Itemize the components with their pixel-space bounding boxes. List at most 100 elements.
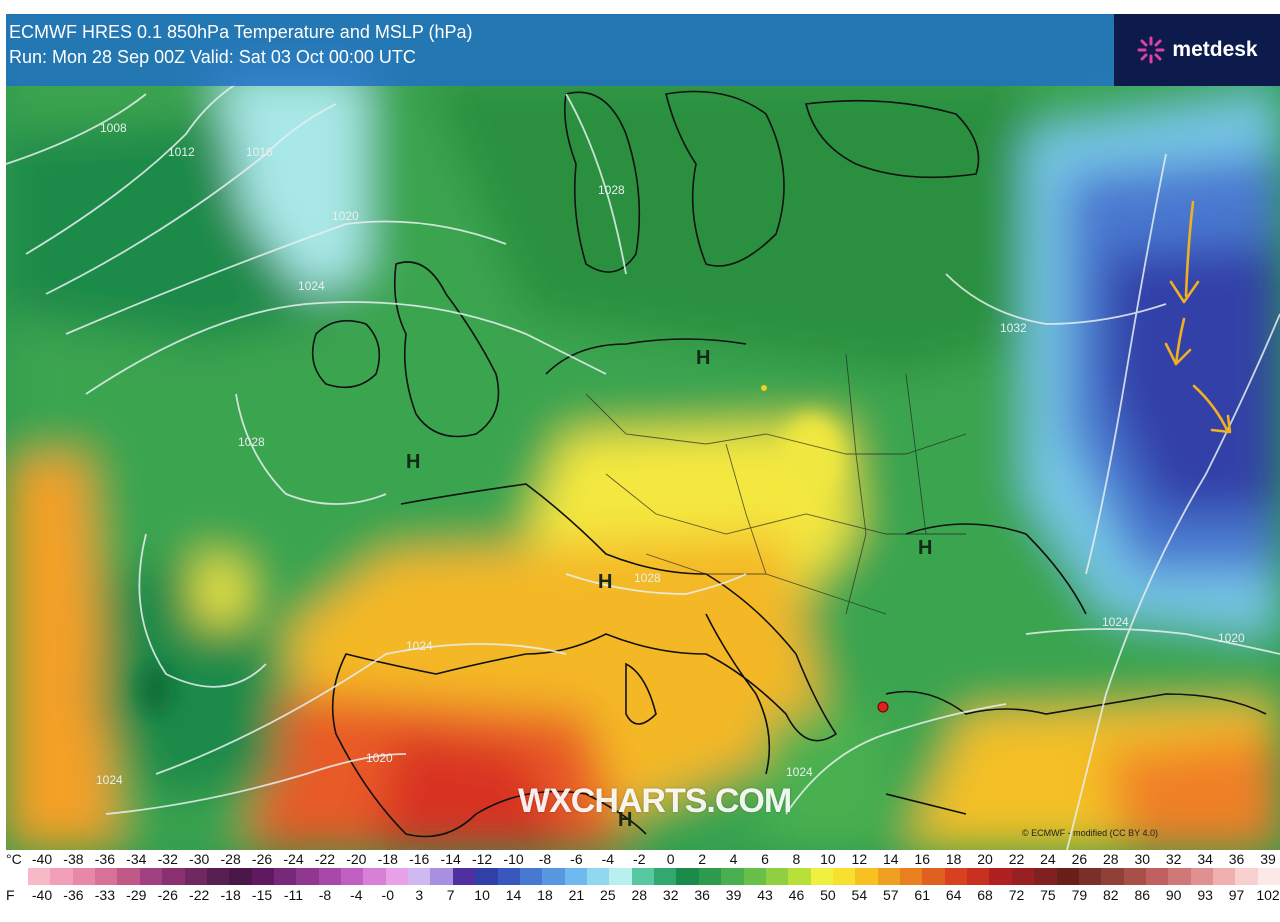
fahrenheit-tick: 57 xyxy=(882,887,899,903)
isobar-label: 1020 xyxy=(1218,631,1245,645)
celsius-tick: -16 xyxy=(409,851,430,867)
burst-logo-icon xyxy=(1137,36,1165,64)
fahrenheit-tick: 10 xyxy=(474,887,490,903)
fahrenheit-tick: 72 xyxy=(1008,887,1025,903)
high-pressure-label: H xyxy=(918,537,932,559)
isobar-label: 1008 xyxy=(100,121,127,135)
fahrenheit-tick: 54 xyxy=(851,887,868,903)
color-swatch xyxy=(810,868,833,885)
isobar-label: 1012 xyxy=(168,145,195,159)
color-swatch xyxy=(1213,868,1236,885)
celsius-tick: -24 xyxy=(283,851,304,867)
fahrenheit-tick: 86 xyxy=(1134,887,1151,903)
fahrenheit-tick: -26 xyxy=(157,887,178,903)
color-swatch xyxy=(296,868,319,885)
map-title: ECMWF HRES 0.1 850hPa Temperature and MS… xyxy=(9,22,473,42)
brand-name: metdesk xyxy=(1172,38,1258,61)
fahrenheit-tick: 50 xyxy=(820,887,836,903)
fahrenheit-tick: 102 xyxy=(1256,887,1280,903)
fahrenheit-tick: 32 xyxy=(662,887,679,903)
temperature-legend: °C -40 -38 -36 -34 -32 -30 -28 -26 -24 -22 -20 -18-… xyxy=(6,850,1280,918)
color-swatch xyxy=(452,868,476,885)
fahrenheit-tick: -18 xyxy=(220,887,241,903)
color-swatch xyxy=(944,868,968,885)
color-swatch xyxy=(676,868,699,885)
isobar-label: 1024 xyxy=(406,639,433,653)
celsius-tick: 14 xyxy=(882,851,899,867)
weather-map: 1008 1012 1016 1020 1024 1028 1028 1028 … xyxy=(6,14,1280,850)
warm-core-spots xyxy=(138,414,842,715)
fahrenheit-tick: -4 xyxy=(350,887,363,903)
celsius-tick: -28 xyxy=(220,851,241,867)
color-swatch xyxy=(519,868,543,885)
celsius-tick: -14 xyxy=(440,851,461,867)
color-swatch xyxy=(497,868,520,885)
color-swatch xyxy=(1235,868,1258,885)
celsius-tick: -26 xyxy=(251,851,273,867)
fahrenheit-unit-label: F xyxy=(6,887,15,903)
high-pressure-label: H xyxy=(406,451,420,473)
copyright-notice: © ECMWF - modified (CC BY 4.0) xyxy=(1022,828,1158,838)
brand-logo: metdesk xyxy=(1114,14,1280,86)
celsius-tick: -36 xyxy=(94,851,115,867)
color-swatch xyxy=(408,868,431,885)
annotation-arrow-head xyxy=(1210,414,1232,434)
fahrenheit-tick: -22 xyxy=(189,887,210,903)
celsius-tick: 16 xyxy=(914,851,930,867)
celsius-unit-label: °C xyxy=(6,851,22,867)
fahrenheit-tick: 82 xyxy=(1103,887,1119,903)
color-swatch xyxy=(721,868,744,885)
fahrenheit-tick: -11 xyxy=(283,887,304,903)
celsius-tick: 32 xyxy=(1165,851,1182,867)
color-swatch xyxy=(229,868,252,885)
isobar-label: 1028 xyxy=(238,435,265,449)
celsius-tick: -40 xyxy=(31,851,53,867)
color-swatch xyxy=(542,868,565,885)
fahrenheit-tick: 64 xyxy=(945,887,962,903)
color-swatch xyxy=(28,868,51,885)
celsius-tick: 6 xyxy=(761,851,769,867)
isobar-label: 1016 xyxy=(246,145,273,159)
isobar-label: 1028 xyxy=(598,183,625,197)
fahrenheit-tick: 90 xyxy=(1165,887,1182,903)
color-swatch xyxy=(1101,868,1124,885)
isobar-label: 1024 xyxy=(1102,615,1129,629)
temperature-shading xyxy=(6,14,1280,850)
isobar-label: 1024 xyxy=(96,773,123,787)
color-swatch xyxy=(967,868,990,885)
fahrenheit-tick: 79 xyxy=(1071,887,1088,903)
color-swatch xyxy=(1257,868,1280,885)
isobar-label: 1024 xyxy=(298,279,325,293)
fahrenheit-tick: 39 xyxy=(725,887,742,903)
isobar-label: 1020 xyxy=(332,209,359,223)
fahrenheit-tick: 28 xyxy=(631,887,648,903)
celsius-tick: 0 xyxy=(666,851,675,867)
fahrenheit-tick: 93 xyxy=(1197,887,1213,903)
celsius-tick: 39 xyxy=(1260,851,1276,867)
fahrenheit-tick: -0 xyxy=(381,887,395,903)
color-swatch xyxy=(50,868,73,885)
fahrenheit-tick: 7 xyxy=(446,887,455,903)
color-swatch xyxy=(318,868,342,885)
fahrenheit-tick: 25 xyxy=(600,887,616,903)
celsius-tick: -22 xyxy=(314,851,336,867)
fahrenheit-tick: 97 xyxy=(1228,887,1245,903)
celsius-tick: 18 xyxy=(945,851,962,867)
fahrenheit-tick: -36 xyxy=(63,887,84,903)
fahrenheit-tick: 75 xyxy=(1040,887,1056,903)
fahrenheit-tick: 36 xyxy=(694,887,710,903)
high-pressure-label: H xyxy=(598,571,612,593)
celsius-tick: 34 xyxy=(1197,851,1213,867)
fahrenheit-tick: -29 xyxy=(126,887,147,903)
color-swatch xyxy=(631,868,655,885)
color-swatch xyxy=(1123,868,1146,885)
color-swatch xyxy=(654,868,677,885)
celsius-tick: -20 xyxy=(346,851,367,867)
color-swatch xyxy=(1078,868,1102,885)
celsius-tick: -10 xyxy=(503,851,524,867)
celsius-tick: 24 xyxy=(1040,851,1056,867)
color-swatch xyxy=(1145,868,1169,885)
color-swatch xyxy=(1190,868,1214,885)
fahrenheit-tick: 21 xyxy=(568,887,585,903)
color-swatch xyxy=(1168,868,1191,885)
